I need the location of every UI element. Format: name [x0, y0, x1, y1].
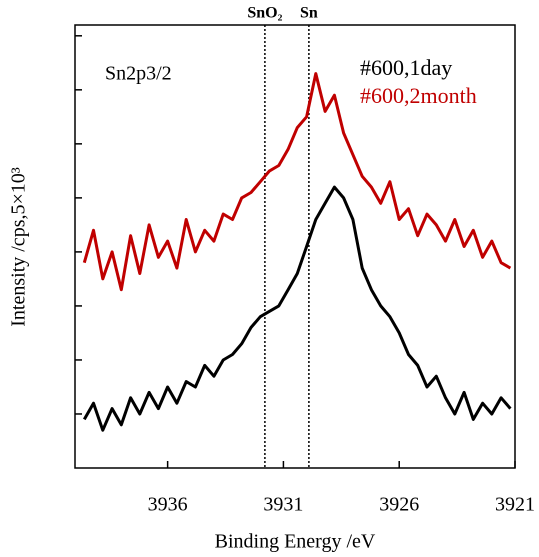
- x-tick-label: 3931: [263, 494, 303, 516]
- annotation: Sn2p3/2: [105, 63, 172, 85]
- y-axis-label: Intensity /cps,5×10³: [8, 167, 30, 326]
- plot-frame: [74, 24, 516, 469]
- reference-label: Sn: [300, 5, 318, 22]
- legend-entry: #600,2month: [360, 83, 477, 108]
- x-tick-label: 3936: [148, 494, 188, 516]
- x-tick-label: 3926: [379, 494, 419, 516]
- series-line: [82, 72, 512, 292]
- x-axis-label: Binding Energy /eV: [215, 531, 376, 553]
- reference-label: SnO₂: [247, 5, 282, 22]
- series-line: [82, 185, 512, 432]
- legend-entry: #600,1day: [360, 55, 452, 80]
- x-tick-label: 3921: [495, 494, 535, 516]
